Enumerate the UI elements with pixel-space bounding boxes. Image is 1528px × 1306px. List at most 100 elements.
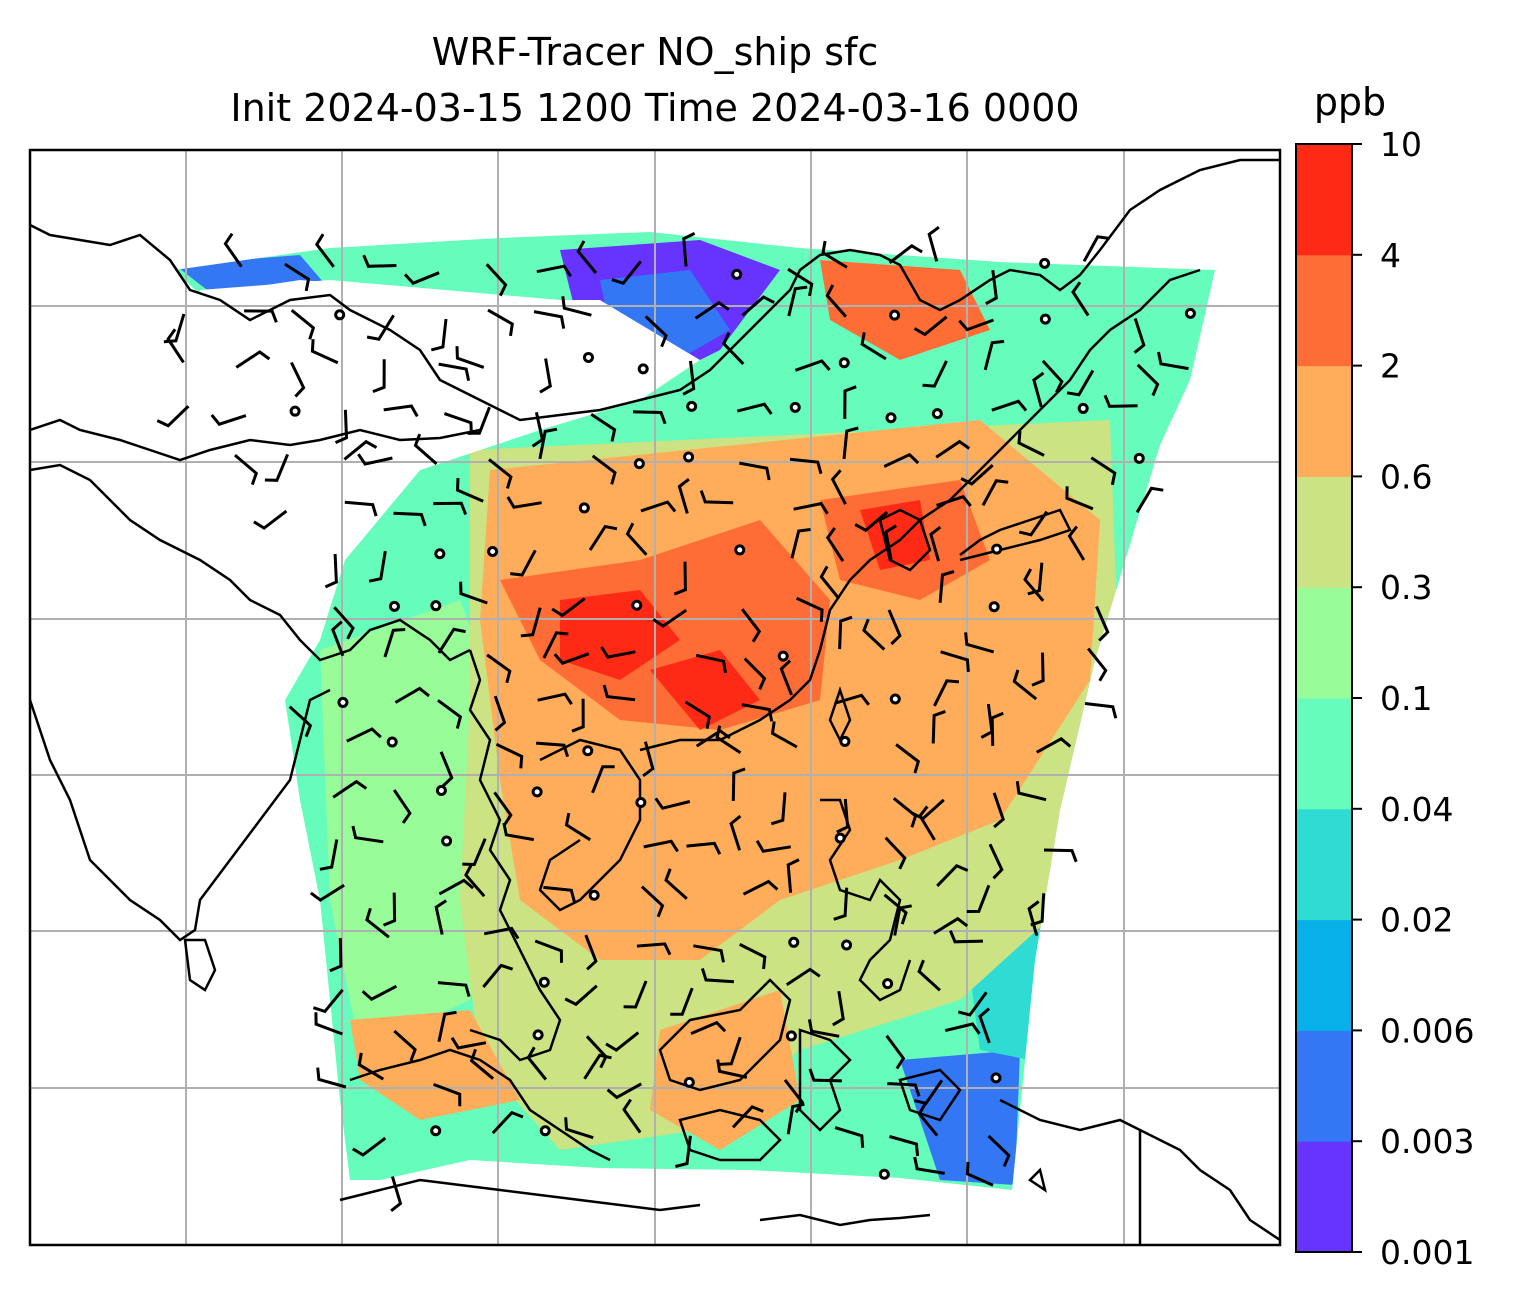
wind-barb (1027, 562, 1044, 596)
wind-barb (316, 1067, 347, 1089)
wind-barb (883, 452, 920, 468)
wind-barb (789, 457, 823, 475)
calm-marker (532, 1029, 544, 1041)
wind-barb (949, 930, 984, 944)
wind-barb (469, 1048, 495, 1080)
wind-barb (1157, 351, 1189, 371)
wind-barb (493, 695, 507, 732)
wind-barb (464, 863, 486, 898)
wind-barb (561, 296, 592, 317)
colorbar-bin (1296, 254, 1352, 367)
wind-barb (842, 426, 859, 460)
wind-barb (808, 1068, 842, 1083)
wind-barb (491, 1110, 524, 1135)
calm-marker (1077, 402, 1089, 414)
wind-barb (922, 360, 948, 388)
wind-barb (455, 478, 484, 503)
calm-marker (582, 745, 594, 757)
calm-wind-markers (289, 257, 1196, 1180)
wind-barb (166, 328, 185, 364)
wind-barb (913, 315, 948, 337)
wind-barb (394, 686, 430, 704)
wind-barb (483, 926, 520, 940)
calm-marker (731, 268, 743, 280)
wind-barb (382, 892, 397, 927)
wind-barb (978, 1007, 991, 1044)
calm-marker (885, 412, 897, 424)
calm-marker (1039, 257, 1051, 269)
colorbar-tick-label: 0.3 (1380, 568, 1432, 607)
wind-barb (807, 1019, 840, 1038)
wind-barb (834, 693, 870, 706)
map-title-line2: Init 2024-03-15 1200 Time 2024-03-16 000… (230, 86, 1080, 130)
wind-barb (790, 528, 811, 559)
wind-barb (487, 308, 514, 337)
wind-barb (731, 1105, 764, 1129)
wind-barb (564, 984, 598, 1007)
wind-barb (743, 657, 767, 690)
colorbar-tick-label: 4 (1380, 236, 1401, 275)
wind-barb (673, 561, 687, 596)
wind-barb (583, 1053, 612, 1080)
wind-barb (918, 805, 936, 841)
wind-barb (793, 501, 829, 515)
wind-barb (731, 767, 746, 802)
calm-marker (1039, 313, 1051, 325)
wind-barb (290, 361, 306, 398)
wind-barb (538, 427, 558, 460)
wind-barb (590, 413, 617, 442)
calm-marker (635, 796, 647, 808)
wind-barb (1084, 702, 1118, 719)
calm-marker (289, 405, 301, 417)
wind-barb (352, 1136, 387, 1157)
calm-marker (388, 600, 400, 612)
wind-barb (694, 300, 730, 320)
wind-barb (564, 812, 591, 842)
wind-barb (432, 1082, 462, 1107)
wind-barb (430, 318, 448, 352)
wind-barb (625, 522, 648, 556)
wind-barb (346, 727, 382, 743)
wind-barb (1095, 605, 1110, 642)
wind-barb (362, 254, 397, 268)
colorbar-bin (1296, 476, 1352, 588)
wind-barb (887, 609, 902, 646)
wind-barb (1018, 510, 1049, 537)
wind-barb (854, 511, 889, 533)
colorbar-tick-label: 0.04 (1380, 790, 1453, 829)
wind-barb (611, 260, 642, 285)
wind-barb (741, 295, 775, 317)
wind-barb (393, 1029, 417, 1062)
calm-marker (430, 600, 442, 612)
wind-barb (838, 615, 853, 650)
colorbar-bin (1296, 365, 1352, 477)
wind-barb (787, 267, 814, 297)
calm-marker (841, 939, 853, 951)
wind-barb (605, 1031, 640, 1052)
wind-barb (392, 789, 412, 824)
wind-barb (965, 1161, 994, 1187)
calm-marker (889, 309, 901, 321)
wind-barb (860, 332, 887, 361)
wind-barb (290, 309, 316, 340)
wind-barb (1067, 525, 1086, 561)
wind-barb (825, 527, 845, 563)
calm-marker (988, 601, 1000, 613)
wind-barb (913, 1079, 944, 1105)
calm-marker (631, 599, 643, 611)
wind-barb (365, 907, 390, 939)
wind-barb (357, 453, 393, 466)
wind-barb (693, 944, 725, 963)
wind-barb (433, 501, 468, 516)
colorbar-bin (1296, 808, 1352, 921)
wind-barb (632, 410, 667, 425)
wind-barb (576, 240, 598, 274)
wind-barb (438, 362, 471, 382)
wind-barb (830, 469, 847, 505)
wind-barb (309, 883, 345, 902)
wind-barb (843, 385, 857, 419)
wind-barb (584, 934, 598, 971)
colorbar-tick-label: 0.6 (1380, 457, 1432, 496)
wind-barb (884, 836, 907, 870)
calm-marker (1133, 452, 1145, 464)
